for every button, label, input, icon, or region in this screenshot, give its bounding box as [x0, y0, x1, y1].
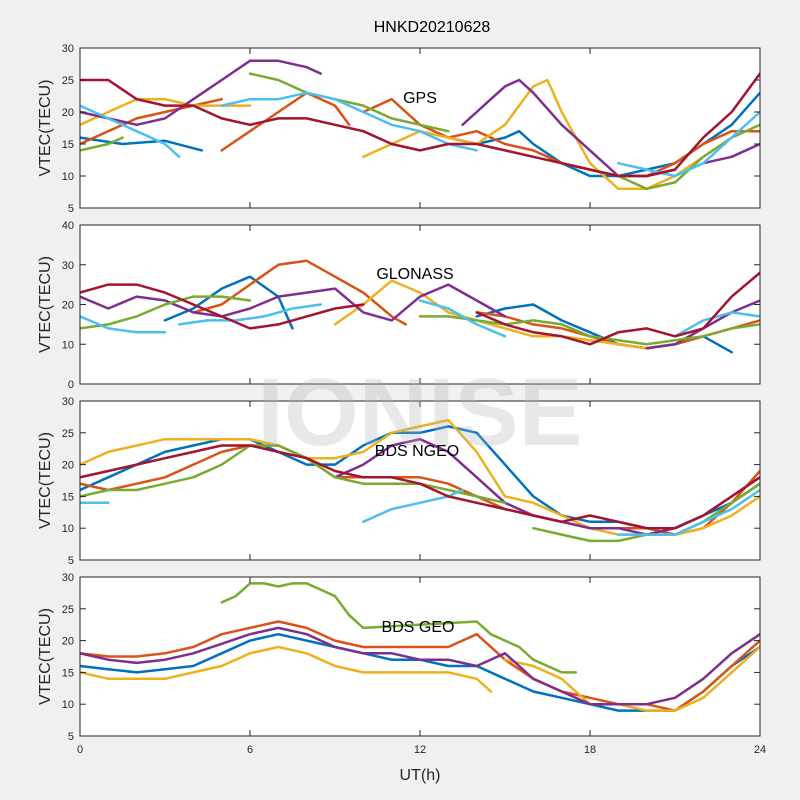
- series-line: [80, 295, 252, 330]
- series-line: [248, 72, 450, 133]
- series-line: [333, 279, 677, 350]
- series-line: [503, 645, 760, 712]
- y-axis-label: VTEC(TECU): [37, 80, 54, 177]
- y-axis-label: VTEC(TECU): [37, 432, 54, 529]
- series-group: [80, 59, 760, 191]
- y-tick-label: 20: [62, 300, 74, 312]
- panel-2: 5 10 15 20 25 30 VTEC(TECU) BDS NGEO: [37, 396, 761, 567]
- y-tick-label: 20: [62, 107, 74, 119]
- series-group: [80, 582, 760, 712]
- x-tick-label: 6: [247, 744, 253, 756]
- series-line: [617, 488, 760, 536]
- series-line: [220, 91, 351, 152]
- y-tick-label: 5: [68, 555, 74, 567]
- y-tick-label: 30: [62, 396, 74, 408]
- y-tick-label: 30: [62, 43, 74, 55]
- series-line: [177, 303, 323, 326]
- panel-0: 5 10 15 20 25 30 VTEC(TECU) GPS: [37, 43, 761, 215]
- figure-title: HNKD20210628: [374, 19, 491, 36]
- x-axis-label: UT(h): [400, 767, 441, 784]
- series-line: [80, 444, 760, 530]
- series-line: [80, 283, 365, 330]
- panel-label: BDS NGEO: [375, 443, 459, 460]
- series-line: [80, 136, 124, 152]
- y-tick-label: 25: [62, 604, 74, 616]
- y-tick-label: 10: [62, 699, 74, 711]
- series-line: [80, 315, 167, 334]
- y-tick-label: 15: [62, 491, 74, 503]
- series-line: [80, 59, 323, 127]
- panel-1: 0 10 20 30 40 VTEC(TECU) GLONASS: [37, 220, 761, 391]
- panel-label: BDS GEO: [382, 619, 455, 636]
- series-line: [80, 626, 760, 706]
- y-tick-label: 20: [62, 636, 74, 648]
- series-line: [673, 311, 760, 338]
- x-tick-label: 0: [77, 744, 83, 756]
- y-tick-label: 25: [62, 428, 74, 440]
- y-tick-label: 40: [62, 220, 74, 232]
- series-line: [362, 488, 464, 524]
- series-group: [80, 259, 760, 354]
- panel-label: GLONASS: [376, 266, 453, 283]
- plot-area: [80, 48, 760, 208]
- y-tick-label: 25: [62, 75, 74, 87]
- y-tick-label: 0: [68, 379, 74, 391]
- series-line: [475, 271, 760, 346]
- panel-3: 0 6 12 18 24 5 10 15 20 25 30 VTEC(TECU) BDS GEO: [37, 572, 766, 756]
- series-group: [80, 418, 760, 543]
- watermark: IONISE: [257, 359, 582, 466]
- series-line: [702, 142, 760, 165]
- series-line: [418, 315, 760, 346]
- y-tick-label: 20: [62, 460, 74, 472]
- y-axis-label: VTEC(TECU): [37, 608, 54, 705]
- y-tick-label: 15: [62, 667, 74, 679]
- series-line: [80, 645, 493, 693]
- series-line: [418, 299, 507, 338]
- y-tick-label: 30: [62, 260, 74, 272]
- y-tick-label: 15: [62, 139, 74, 151]
- y-tick-label: 10: [62, 523, 74, 535]
- series-line: [80, 104, 181, 159]
- series-line: [80, 72, 760, 178]
- y-tick-label: 30: [62, 572, 74, 584]
- panel-label: GPS: [403, 90, 437, 107]
- y-tick-label: 10: [62, 171, 74, 183]
- y-tick-label: 5: [68, 731, 74, 743]
- series-line: [80, 136, 204, 152]
- series-line: [220, 91, 478, 152]
- series-line: [80, 444, 507, 505]
- series-line: [617, 110, 760, 178]
- y-tick-label: 5: [68, 203, 74, 215]
- x-tick-label: 12: [414, 744, 426, 756]
- x-tick-label: 24: [754, 744, 766, 756]
- panels: 5 10 15 20 25 30 VTEC(TECU) GPS 0 10 20 30 40 VTEC(TE…: [37, 43, 766, 756]
- series-line: [80, 283, 507, 322]
- x-tick-label: 18: [584, 744, 596, 756]
- y-axis-label: VTEC(TECU): [37, 256, 54, 353]
- series-line: [220, 582, 578, 674]
- y-tick-label: 10: [62, 339, 74, 351]
